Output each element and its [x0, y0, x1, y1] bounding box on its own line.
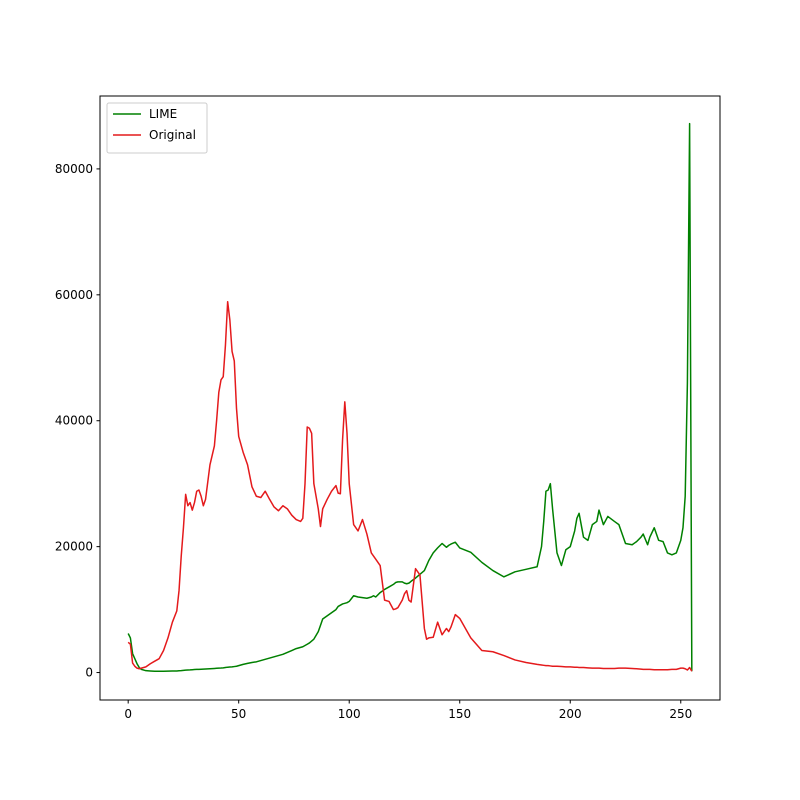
x-tick-label: 0 [124, 707, 132, 721]
legend-box [106, 102, 208, 154]
y-tick-label: 80000 [55, 162, 93, 176]
x-tick-label: 50 [231, 707, 246, 721]
y-tick-label: 40000 [55, 414, 93, 428]
series-line [127, 122, 693, 673]
series-line [127, 300, 693, 672]
y-tick-label: 0 [85, 666, 93, 680]
x-tick-label: 200 [559, 707, 582, 721]
x-tick-label: 150 [448, 707, 471, 721]
y-tick-label: 60000 [55, 288, 93, 302]
y-tick-label: 20000 [55, 540, 93, 554]
x-tick-label: 100 [338, 707, 361, 721]
legend-label: Original [149, 128, 196, 142]
axes-frame [99, 95, 721, 701]
x-tick-label: 250 [669, 707, 692, 721]
legend-label: LIME [149, 107, 177, 121]
